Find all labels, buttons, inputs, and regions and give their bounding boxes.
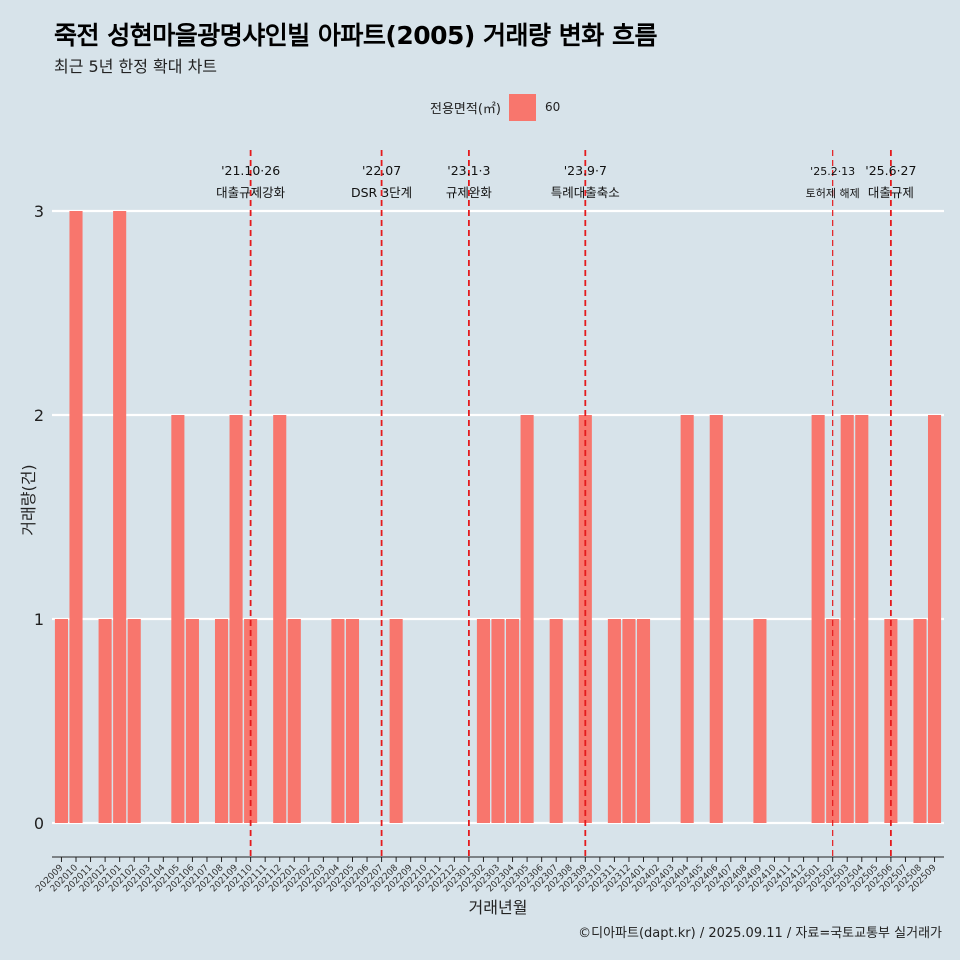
event-name-label: 대출규제강화 [216,185,286,200]
event-name-label: 토허제 해제 [806,186,860,200]
bar [171,415,185,823]
bar [680,415,694,823]
legend: 전용면적(㎡) 60 [430,93,560,121]
bar [345,619,360,823]
legend-swatch [508,93,536,121]
bar [549,619,563,823]
y-tick-label: 3 [34,202,44,221]
bar [491,619,505,823]
bar [389,619,403,823]
bar [927,415,942,823]
event-name-label: DSR 3단계 [351,185,412,200]
bar [520,415,534,823]
event-date-label: '23.1·3 [447,163,490,178]
y-tick-label: 2 [34,406,44,425]
bar [229,415,243,823]
event-name-label: 대출규제 [868,185,914,200]
bar [506,619,520,823]
source-caption: ©디아파트(dapt.kr) / 2025.09.11 / 자료=국토교통부 실… [578,926,942,941]
y-axis-title: 거래량(건) [19,464,38,535]
bar [214,619,229,823]
event-date-label: '25.6·27 [865,163,916,178]
bar [840,415,854,823]
bar [54,619,69,823]
x-axis-title: 거래년월 [469,898,528,917]
chart-subtitle: 최근 5년 한정 확대 차트 [54,57,218,76]
bar [913,619,927,823]
bar [127,619,141,823]
event-name-label: 특례대출축소 [551,185,620,200]
bar [273,415,287,823]
bar [811,415,825,823]
bar [753,619,767,823]
bar [578,415,592,823]
bar [113,211,127,823]
legend-title: 전용면적(㎡) [430,101,501,117]
bar [287,619,301,823]
bar [476,619,490,823]
chart-title: 죽전 성현마을광명샤인빌 아파트(2005) 거래량 변화 흐름 [54,21,657,50]
bar [622,619,636,823]
event-date-label: '25.2·13 [810,165,855,178]
event-name-label: 규제완화 [446,185,493,200]
bar [855,415,869,823]
event-date-label: '21.10·26 [221,163,280,178]
bar [185,619,199,823]
bar [331,619,345,823]
event-date-label: '23.9·7 [564,163,607,178]
legend-label: 60 [544,100,561,114]
y-tick-label: 0 [34,814,44,833]
event-date-label: '22.07 [362,163,401,178]
bar [98,619,112,823]
y-tick-label: 1 [34,610,44,629]
bar [636,619,651,823]
bar [69,211,83,823]
bar [607,619,621,823]
bar [709,415,723,823]
